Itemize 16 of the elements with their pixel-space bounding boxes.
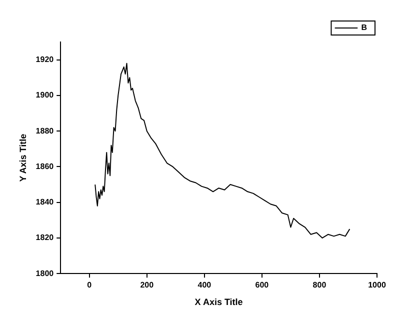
x-tick-label: 600 bbox=[255, 280, 270, 290]
y-tick-label: 1900 bbox=[36, 90, 54, 100]
y-tick-label: 1820 bbox=[36, 233, 54, 242]
y-tick-label: 1800 bbox=[36, 268, 54, 278]
legend-label: B bbox=[361, 23, 368, 32]
x-tick-label: 1000 bbox=[368, 280, 386, 290]
y-tick-label: 1860 bbox=[36, 162, 54, 171]
x-tick-label: 200 bbox=[140, 280, 154, 290]
x-axis-title: X Axis Title bbox=[194, 297, 243, 308]
y-tick-label: 1840 bbox=[36, 198, 54, 207]
y-tick-label: 1920 bbox=[36, 55, 54, 64]
x-tick-label: 400 bbox=[198, 280, 212, 290]
y-tick-label: 1880 bbox=[36, 126, 54, 136]
x-tick-label: 800 bbox=[312, 280, 327, 290]
y-axis-title: Y Axis Title bbox=[18, 134, 28, 182]
x-tick-label: 0 bbox=[87, 280, 92, 290]
